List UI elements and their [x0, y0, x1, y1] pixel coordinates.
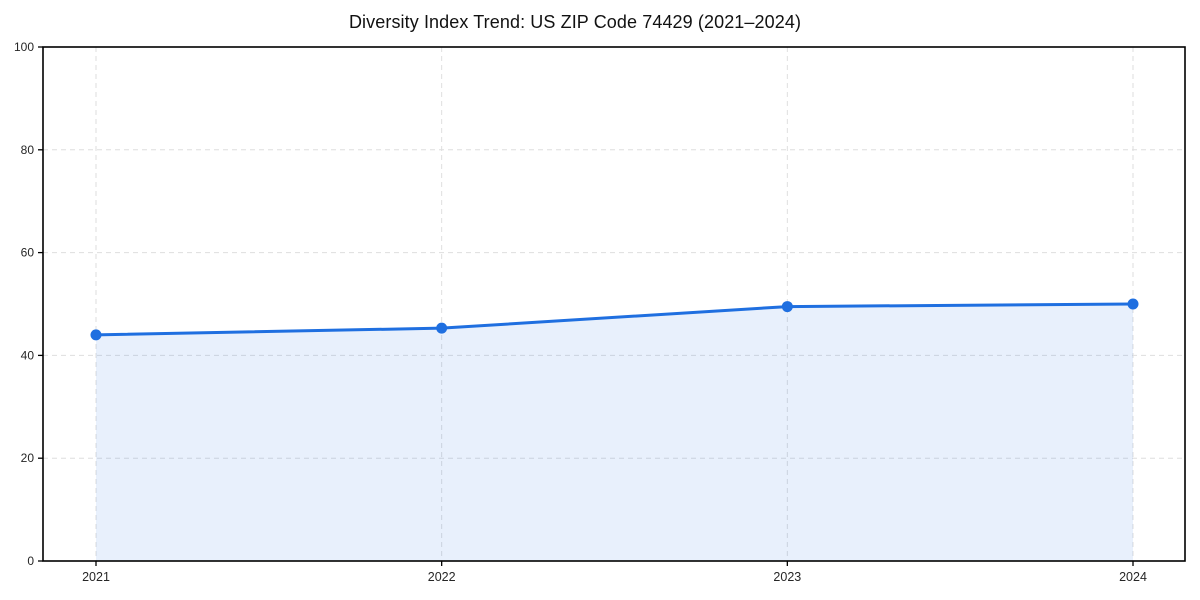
x-tick-label: 2022: [428, 570, 456, 584]
area-fill: [96, 304, 1133, 561]
data-point: [781, 301, 793, 313]
x-tick-label: 2023: [773, 570, 801, 584]
trend-line: [94, 302, 1135, 337]
plot-frame: [42, 46, 1186, 562]
data-point: [1127, 298, 1139, 310]
y-tick-label: 100: [14, 40, 34, 54]
data-point: [90, 329, 102, 341]
y-tick-label: 0: [27, 554, 34, 568]
y-tick-label: 20: [21, 451, 35, 465]
chart-title: Diversity Index Trend: US ZIP Code 74429…: [348, 12, 802, 32]
x-tick-label: 2024: [1119, 570, 1147, 584]
y-tick-label: 80: [21, 143, 35, 157]
data-point: [436, 322, 448, 334]
x-tick-label: 2021: [82, 570, 110, 584]
y-tick-label: 60: [21, 246, 35, 260]
y-tick-label: 40: [21, 348, 35, 362]
